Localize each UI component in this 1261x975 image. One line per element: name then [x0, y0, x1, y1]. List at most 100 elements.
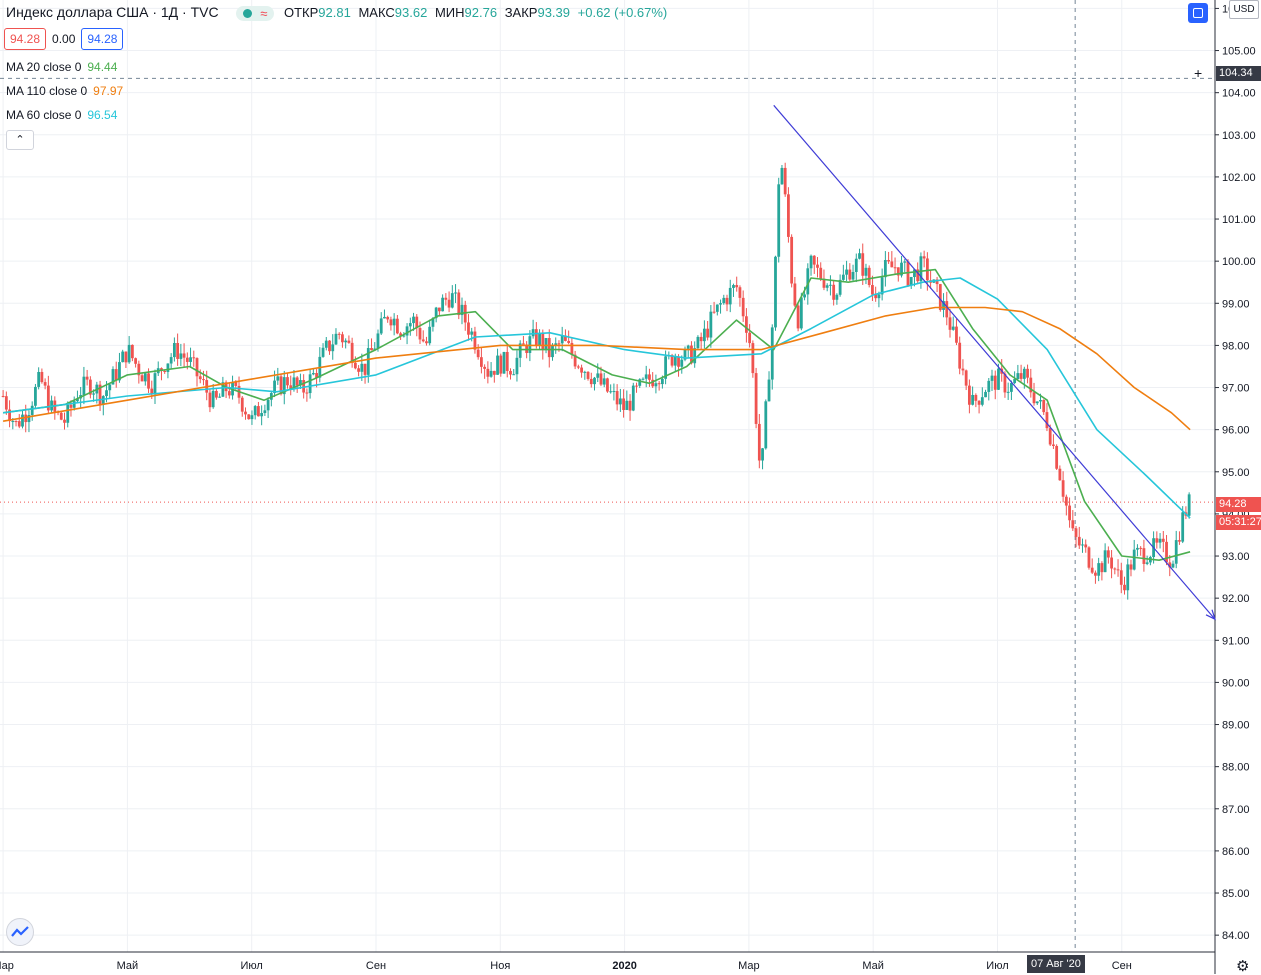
y-tick-label: 101.00 — [1222, 214, 1256, 226]
candle-body — [841, 274, 845, 280]
candle-body — [903, 261, 907, 263]
candle-body — [725, 297, 729, 305]
candle-body — [247, 414, 251, 420]
candle-body — [34, 386, 37, 406]
candle-body — [302, 380, 306, 393]
candle-body — [1058, 468, 1062, 481]
candle-body — [383, 316, 386, 319]
candle-body — [315, 373, 318, 378]
candle-body — [1106, 550, 1110, 558]
candle-body — [819, 267, 823, 279]
candle-body — [984, 391, 987, 398]
candle-body — [43, 382, 47, 386]
candle-body — [925, 258, 929, 281]
candle-body — [896, 267, 900, 276]
candle-body — [677, 356, 680, 367]
tradingview-logo-icon[interactable] — [6, 918, 34, 946]
candle-body — [680, 359, 684, 367]
collapse-legend-button[interactable]: ⌃ — [6, 130, 34, 150]
y-tick-label: 103.00 — [1222, 130, 1256, 142]
candle-body — [483, 366, 487, 369]
candle-body — [59, 412, 63, 420]
candle-body — [1029, 377, 1033, 393]
candle-body — [1155, 538, 1159, 543]
candle-body — [935, 279, 939, 285]
candle-body — [295, 377, 299, 386]
candle-body — [602, 378, 606, 385]
candle-body — [147, 373, 150, 389]
auto-fit-button[interactable] — [1188, 3, 1208, 23]
candle-body — [793, 283, 797, 306]
candle-body — [1129, 564, 1133, 570]
candle-body — [21, 414, 24, 427]
candle-body — [518, 343, 522, 358]
high-value: 93.62 — [394, 5, 428, 20]
candle-body — [745, 316, 748, 333]
y-tick-label: 97.00 — [1222, 383, 1250, 395]
candle-body — [702, 328, 706, 342]
candle-body — [576, 366, 580, 368]
candle-body — [547, 338, 551, 358]
indicator-ma60[interactable]: MA 60 close 0 96.54 — [6, 108, 117, 122]
candle-body — [305, 392, 309, 394]
x-tick-label: Сен — [366, 960, 386, 972]
candle-body — [1097, 563, 1101, 576]
candle-body — [276, 376, 280, 381]
candle-body — [612, 391, 616, 393]
currency-label[interactable]: USD — [1229, 0, 1259, 19]
market-status-pill[interactable]: ≈ — [236, 6, 275, 22]
indicator-ma20[interactable]: MA 20 close 0 94.44 — [6, 60, 117, 74]
candle-body — [101, 396, 105, 405]
candle-body — [363, 363, 367, 375]
candle-body — [127, 344, 131, 363]
candle-body — [1048, 428, 1052, 445]
candle-body — [871, 285, 874, 295]
candle-body — [208, 392, 212, 408]
candle-body — [166, 363, 170, 372]
candle-body — [454, 292, 457, 294]
candle-body — [137, 363, 141, 376]
candle-body — [867, 267, 871, 286]
candle-body — [706, 328, 710, 338]
candle-body — [366, 348, 370, 375]
sell-price-button[interactable]: 94.28 — [4, 28, 47, 50]
candle-body — [412, 316, 415, 324]
candle-body — [1, 395, 5, 397]
candle-body — [134, 358, 138, 364]
candle-body — [344, 340, 348, 343]
candle-body — [509, 370, 512, 375]
candle-body — [399, 333, 403, 337]
candle-body — [198, 376, 202, 380]
candle-body — [774, 256, 777, 328]
candle-body — [958, 342, 962, 369]
x-tick-label: Сен — [1112, 960, 1132, 972]
candle-body — [787, 194, 790, 237]
indicator-ma110[interactable]: MA 110 close 0 97.97 — [6, 84, 123, 98]
plus-icon[interactable]: + — [1194, 65, 1203, 81]
candle-body — [202, 379, 205, 381]
candle-body — [437, 307, 441, 312]
gear-icon[interactable]: ⚙ — [1236, 958, 1250, 975]
x-tick-label: Май — [862, 960, 884, 972]
candle-body — [1087, 547, 1091, 568]
candle-body — [754, 373, 758, 424]
candle-body — [17, 421, 21, 427]
candle-body — [699, 336, 703, 342]
candle-body — [803, 294, 806, 298]
candle-body — [1119, 570, 1123, 585]
candle-body — [376, 333, 380, 349]
candle-body — [72, 401, 76, 408]
candle-body — [1003, 373, 1007, 393]
candle-body — [615, 391, 619, 405]
candle-body — [961, 368, 965, 371]
candle-body — [386, 316, 390, 320]
candle-body — [211, 390, 215, 408]
buy-price-button[interactable]: 94.28 — [81, 28, 124, 50]
candle-body — [98, 384, 102, 405]
y-tick-label: 88.00 — [1222, 762, 1250, 774]
candle-body — [761, 448, 764, 461]
candle-body — [244, 411, 247, 415]
candle-body — [1113, 568, 1117, 570]
candle-body — [664, 356, 668, 379]
